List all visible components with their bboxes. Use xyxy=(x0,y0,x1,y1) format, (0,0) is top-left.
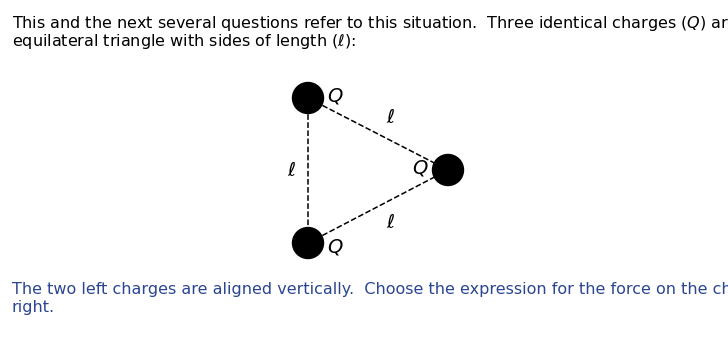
Text: $Q$: $Q$ xyxy=(412,158,429,178)
Text: $\ell$: $\ell$ xyxy=(386,213,395,232)
Text: The two left charges are aligned vertically.  Choose the expression for the forc: The two left charges are aligned vertica… xyxy=(12,282,728,297)
Ellipse shape xyxy=(432,154,464,185)
Text: equilateral triangle with sides of length ($\ell$):: equilateral triangle with sides of lengt… xyxy=(12,32,356,51)
Text: $\ell$: $\ell$ xyxy=(386,108,395,128)
Ellipse shape xyxy=(293,83,323,114)
Text: This and the next several questions refer to this situation.  Three identical ch: This and the next several questions refe… xyxy=(12,14,728,33)
Text: $Q$: $Q$ xyxy=(328,86,344,106)
Text: right.: right. xyxy=(12,300,55,315)
Ellipse shape xyxy=(293,227,323,258)
Text: $\ell$: $\ell$ xyxy=(287,161,296,180)
Text: $Q$: $Q$ xyxy=(328,237,344,257)
